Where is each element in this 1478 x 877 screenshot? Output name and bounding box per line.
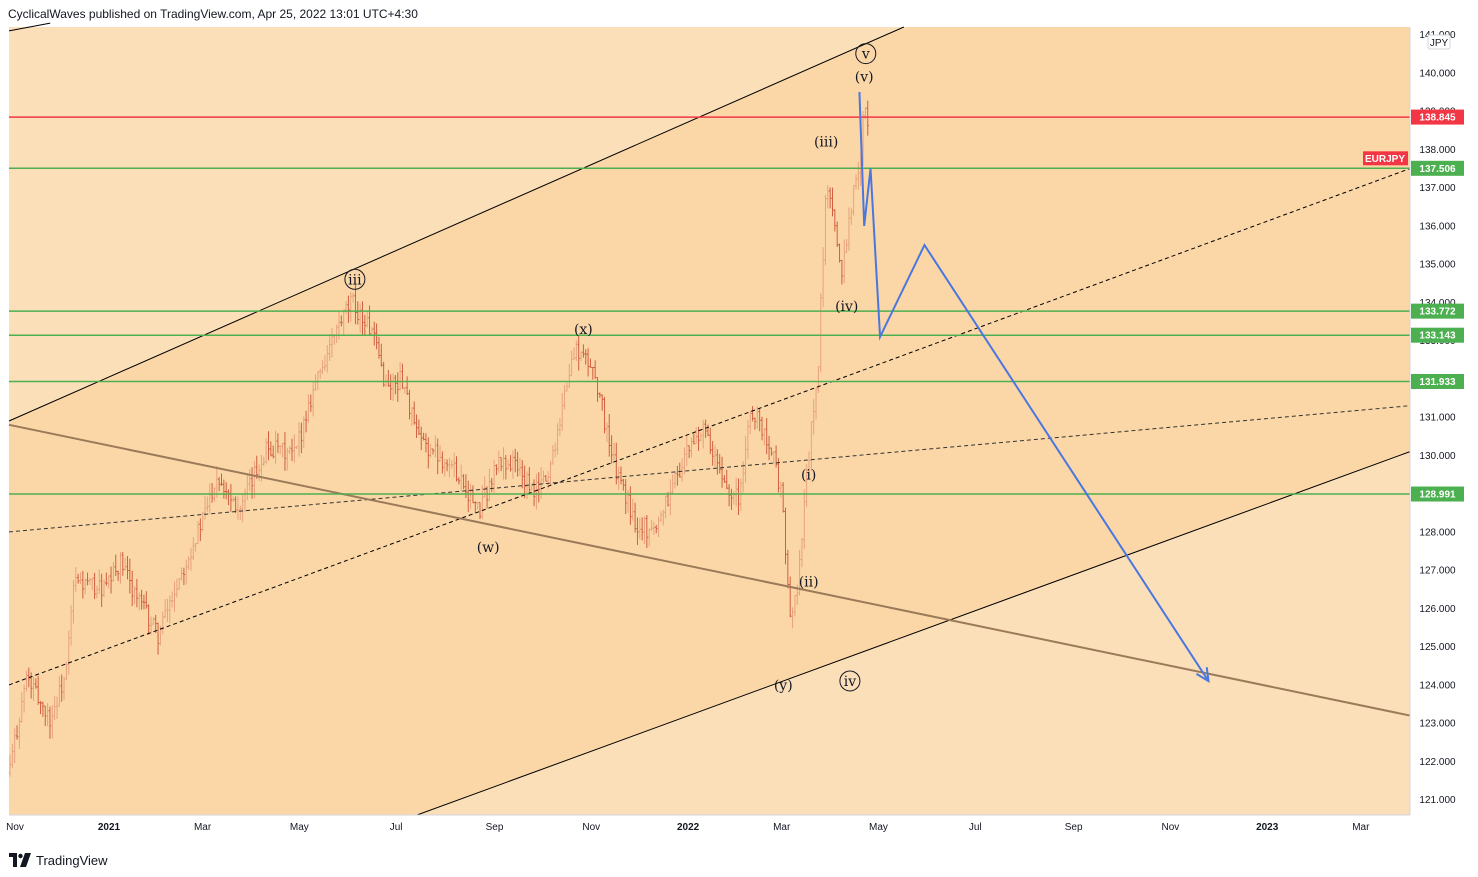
price-tick-7: 128.000	[1419, 527, 1456, 538]
trend-line-0	[8, 26, 905, 422]
time-tick-10: Jul	[969, 822, 982, 833]
trend-line-2	[8, 22, 51, 32]
time-tick-5: Sep	[486, 822, 504, 833]
wave-label-10: v	[861, 47, 870, 63]
projection-path	[858, 91, 1210, 682]
wave-label-0: iii	[348, 272, 362, 288]
time-tick-0: Nov	[6, 822, 24, 833]
price-tick-13: 134.000	[1419, 298, 1456, 309]
price-tick-17: 138.000	[1419, 145, 1456, 156]
price-tick-16: 137.000	[1419, 183, 1456, 194]
time-tick-6: Nov	[582, 822, 600, 833]
price-tick-0: 121.000	[1419, 795, 1456, 806]
trend-line-5	[8, 423, 1411, 717]
price-axis-ticks: 121.000 122.000 123.000 124.000 125.000 126.0…	[1419, 30, 1456, 806]
price-tick-6: 127.000	[1419, 566, 1456, 577]
level-tag-box-5	[1411, 486, 1464, 502]
time-tick-14: Mar	[1352, 822, 1370, 833]
price-tick-5: 126.000	[1419, 604, 1456, 615]
level-tag-box-1	[1411, 160, 1464, 176]
level-tag-label-0: 138.845	[1419, 113, 1456, 124]
time-tick-13: 2023	[1256, 822, 1279, 833]
tradingview-brand-label: TradingView	[36, 852, 108, 868]
tradingview-logo-icon	[9, 853, 31, 867]
symbol-tag: EURJPY	[1363, 151, 1408, 166]
time-tick-4: Jul	[390, 822, 403, 833]
wave-label-circle-6	[839, 670, 861, 692]
time-tick-11: Sep	[1065, 822, 1083, 833]
trend-lines	[8, 22, 1411, 824]
wave-label-1: (w)	[477, 540, 500, 556]
wave-label-7: (iii)	[814, 135, 838, 151]
wave-labels: iii (w) (x) (i) (ii) (y) iv (iii) (iv) (v) v	[344, 43, 877, 694]
level-tag-label-5: 128.991	[1419, 490, 1456, 501]
time-axis[interactable]	[0, 815, 1478, 843]
price-tick-9: 130.000	[1419, 451, 1456, 462]
publish-line: CyclicalWaves published on TradingView.c…	[8, 7, 418, 21]
time-tick-12: Nov	[1162, 822, 1180, 833]
wave-label-circle-10	[855, 43, 877, 65]
level-tag-label-3: 133.143	[1419, 331, 1456, 342]
trend-line-4	[8, 405, 1411, 533]
currency-badge: JPY	[1427, 34, 1451, 50]
price-tick-2: 123.000	[1419, 719, 1456, 730]
price-tick-1: 122.000	[1419, 757, 1456, 768]
projection-arrowhead	[1195, 667, 1210, 684]
level-tag-box-0	[1411, 109, 1464, 125]
price-tick-14: 135.000	[1419, 260, 1456, 271]
price-tick-3: 124.000	[1419, 680, 1456, 691]
currency-badge-box	[1427, 34, 1451, 50]
horizontal-levels	[9, 116, 1410, 495]
currency-badge-label: JPY	[1430, 38, 1449, 49]
level-tag-box-2	[1411, 303, 1464, 319]
time-tick-7: 2022	[677, 822, 700, 833]
tradingview-brand[interactable]: TradingView	[9, 851, 108, 869]
price-tick-10: 131.000	[1419, 413, 1456, 424]
time-tick-9: May	[869, 822, 888, 833]
time-axis-ticks: Nov 2021 Mar May Jul Sep Nov 2022 Mar May Jul Sep No…	[6, 822, 1370, 833]
wave-label-3: (i)	[801, 467, 816, 483]
trend-line-3	[8, 168, 1411, 686]
wave-label-8: (iv)	[835, 299, 858, 315]
symbol-tag-box	[1363, 151, 1408, 166]
time-tick-2: Mar	[194, 822, 212, 833]
publish-header: CyclicalWaves published on TradingView.c…	[8, 7, 418, 21]
time-tick-3: May	[290, 822, 309, 833]
price-bars	[8, 100, 869, 777]
level-tag-box-4	[1411, 373, 1464, 389]
time-tick-1: 2021	[98, 822, 121, 833]
price-level-tags: 138.845 137.506 133.772 133.143 131.933 128.9…	[1411, 109, 1464, 502]
wave-label-6: iv	[844, 674, 856, 690]
wave-label-circle-0	[344, 268, 366, 290]
channel-band-fill	[9, 27, 1410, 815]
wave-label-5: (y)	[774, 678, 793, 694]
trend-line-1	[395, 451, 1411, 824]
price-tick-4: 125.000	[1419, 642, 1456, 653]
level-tag-label-1: 137.506	[1419, 164, 1456, 175]
price-axis[interactable]	[1410, 27, 1468, 815]
level-tag-box-3	[1411, 327, 1464, 343]
price-tick-15: 136.000	[1419, 221, 1456, 232]
wave-label-2: (x)	[574, 322, 593, 338]
level-tag-label-2: 133.772	[1419, 307, 1456, 318]
price-tick-19: 140.000	[1419, 68, 1456, 79]
symbol-tag-label: EURJPY	[1365, 154, 1405, 165]
time-tick-8: Mar	[773, 822, 791, 833]
wave-label-9: (v)	[855, 70, 874, 86]
level-tag-label-4: 131.933	[1419, 377, 1456, 388]
wave-label-4: (ii)	[799, 574, 819, 590]
